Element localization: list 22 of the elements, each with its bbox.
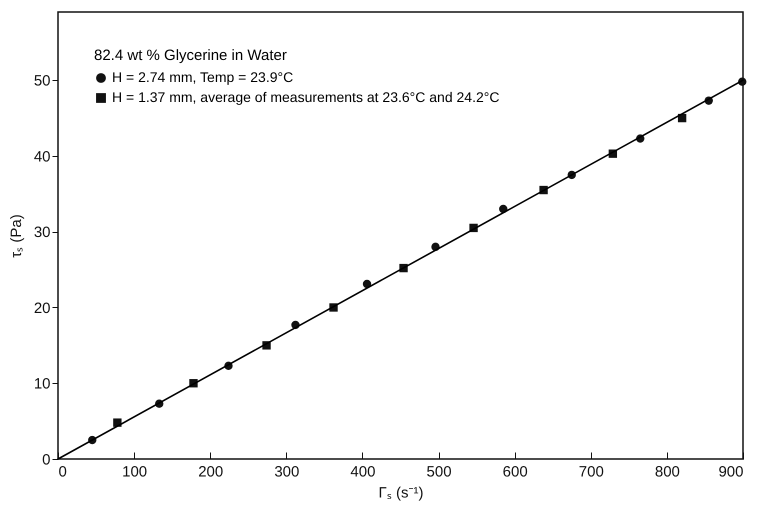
legend-label: H = 2.74 mm, Temp = 23.9°C (112, 69, 294, 85)
x-tick-label: 0 (58, 464, 67, 480)
x-tick-label: 100 (122, 464, 148, 480)
x-tick-label: 600 (502, 464, 528, 480)
y-tick-label: 40 (34, 148, 50, 166)
y-tick-label: 30 (34, 224, 50, 242)
y-tick-label: 0 (42, 452, 50, 468)
x-tick-label: 500 (426, 464, 452, 480)
x-tick-label: 800 (654, 464, 680, 480)
y-tick-label: 10 (34, 376, 50, 393)
point (678, 114, 686, 122)
x-tick-label: 900 (718, 464, 744, 480)
x-axis-title: Γₛ (s⁻¹) (378, 484, 424, 502)
legend-title: 82.4 wt % Glycerine in Water (94, 47, 287, 64)
x-tick-label: 300 (274, 464, 300, 480)
y-tick-label: 50 (34, 72, 50, 90)
x-tick-label: 700 (578, 464, 604, 480)
legend-label: H = 1.37 mm, average of measurements at 23.6°C and 24.2°C (112, 89, 500, 105)
y-axis-title: τₛ (Pa) (8, 214, 25, 258)
x-tick-label: 400 (350, 464, 376, 480)
y-tick-label: 20 (34, 300, 50, 317)
x-tick-label: 200 (198, 464, 224, 480)
